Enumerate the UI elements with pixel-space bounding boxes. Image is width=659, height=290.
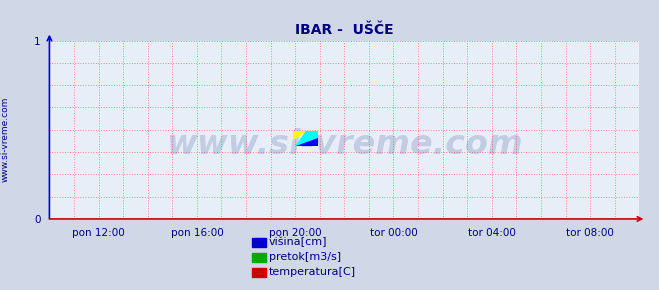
Text: pretok[m3/s]: pretok[m3/s] — [269, 252, 341, 262]
Polygon shape — [293, 130, 307, 139]
Title: IBAR -  UŠČE: IBAR - UŠČE — [295, 23, 393, 37]
Text: višina[cm]: višina[cm] — [269, 237, 328, 247]
Text: temperatura[C]: temperatura[C] — [269, 267, 356, 277]
Text: www.si-vreme.com: www.si-vreme.com — [166, 128, 523, 161]
Polygon shape — [296, 130, 318, 146]
Polygon shape — [296, 138, 318, 146]
Text: www.si-vreme.com: www.si-vreme.com — [1, 97, 10, 182]
